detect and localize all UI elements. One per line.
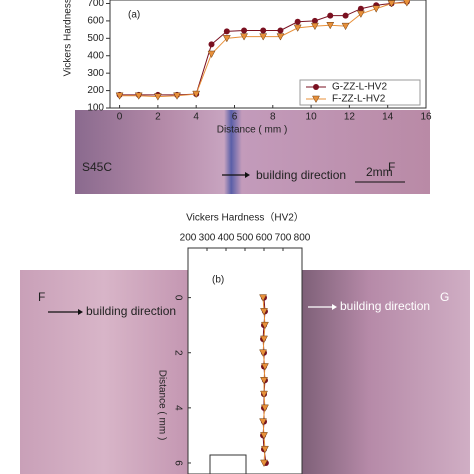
marker: [327, 12, 334, 19]
marker: [260, 390, 268, 399]
x-tick-label: 2: [155, 112, 161, 123]
marker: [356, 10, 365, 18]
marker: [294, 18, 301, 25]
highlight-box: [209, 454, 247, 474]
marker: [134, 92, 143, 100]
marker: [403, 0, 411, 7]
plot-area-b: [187, 247, 303, 474]
marker: [260, 459, 268, 468]
marker: [312, 95, 320, 104]
marker: [223, 28, 230, 35]
marker: [311, 17, 318, 24]
marker: [261, 445, 269, 454]
annotation: building direction: [86, 304, 176, 318]
y-axis-title: Distance ( mm ): [156, 370, 167, 441]
y-tick-label: 200: [87, 85, 104, 96]
marker: [241, 27, 248, 34]
marker: [260, 377, 268, 385]
annotation: building direction: [256, 168, 346, 182]
y-tick-label: 600: [87, 16, 104, 27]
marker: [313, 84, 319, 90]
annotation: F: [38, 290, 45, 304]
y-tick-label: 4: [172, 405, 183, 411]
y-tick-label: 500: [87, 33, 104, 44]
marker: [311, 22, 319, 31]
marker: [153, 93, 162, 101]
marker: [259, 294, 267, 302]
legend-box: [299, 79, 421, 106]
marker: [293, 24, 302, 32]
x-tick-label: 8: [270, 112, 276, 123]
legend-label: F-ZZ-L-HV2: [332, 94, 386, 105]
x-axis-title: Distance ( mm ): [217, 125, 288, 136]
x-tick-label: 500: [237, 233, 254, 244]
x-tick-label: 300: [199, 233, 216, 244]
marker: [260, 335, 268, 343]
marker: [222, 35, 231, 43]
marker: [387, 0, 396, 8]
marker: [276, 33, 285, 41]
arrow-head: [245, 172, 250, 178]
y-tick-label: 6: [172, 460, 183, 466]
annotation: G: [440, 290, 449, 304]
marker: [260, 27, 267, 34]
marker: [173, 92, 181, 100]
x-tick-label: 800: [294, 233, 311, 244]
marker: [261, 404, 269, 412]
marker: [357, 5, 364, 12]
x-tick-label: 200: [180, 233, 197, 244]
x-axis-title: Vickers Hardness（HV2）: [186, 212, 304, 224]
annotation: F: [388, 160, 395, 174]
x-tick-label: 0: [117, 112, 123, 123]
y-tick-label: 300: [87, 68, 104, 79]
marker: [326, 22, 335, 30]
marker: [342, 12, 349, 19]
micrograph-g: [302, 270, 470, 474]
marker: [207, 50, 216, 59]
marker: [259, 33, 268, 41]
micrograph-f: [20, 270, 188, 474]
marker: [115, 92, 124, 100]
x-tick-label: 10: [306, 112, 318, 123]
y-tick-label: 100: [87, 103, 104, 114]
legend-label: G-ZZ-L-HV2: [332, 82, 387, 93]
y-axis-title: Vickers Hardness ( HV2 ): [63, 0, 74, 76]
arrow-head: [332, 304, 337, 310]
x-tick-label: 600: [256, 233, 273, 244]
marker: [208, 41, 215, 48]
marker: [372, 5, 381, 13]
panel-label: (a): [128, 10, 140, 21]
marker: [277, 27, 284, 34]
y-tick-label: 2: [172, 350, 183, 356]
marker: [259, 349, 267, 357]
x-tick-label: 16: [420, 112, 432, 123]
annotation: S45C: [82, 160, 112, 174]
annotation: building direction: [340, 299, 430, 313]
y-tick-label: 0: [172, 295, 183, 301]
marker: [240, 33, 248, 41]
marker: [260, 432, 268, 440]
marker: [192, 90, 201, 99]
marker: [260, 308, 268, 316]
y-tick-label: 400: [87, 50, 104, 61]
y-tick-label: 700: [87, 0, 104, 9]
x-tick-label: 14: [382, 112, 394, 123]
annotation: 2mm: [366, 165, 393, 179]
marker: [341, 22, 350, 31]
marker: [261, 363, 269, 371]
x-tick-label: 400: [218, 233, 235, 244]
panel-label: (b): [212, 275, 224, 286]
x-tick-label: 700: [275, 233, 292, 244]
marker: [261, 321, 269, 330]
arrow-head: [78, 309, 83, 315]
micrograph-a: [75, 110, 430, 194]
x-tick-label: 12: [344, 112, 356, 123]
x-tick-label: 6: [232, 112, 238, 123]
x-tick-label: 4: [193, 112, 199, 123]
marker: [259, 418, 267, 426]
